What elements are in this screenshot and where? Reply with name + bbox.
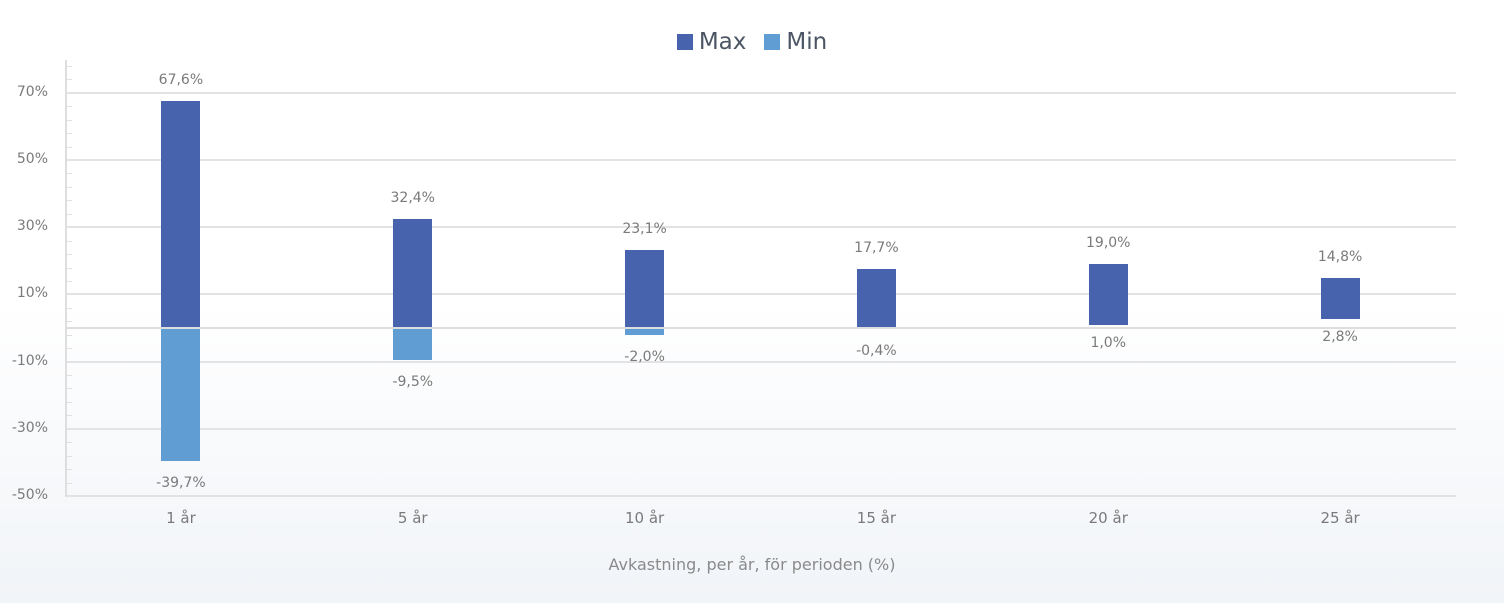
chart-legend: Max Min bbox=[0, 29, 1504, 55]
data-label-max: 17,7% bbox=[854, 239, 899, 256]
y-minor-tick bbox=[67, 241, 72, 242]
x-tick-label: 1 år bbox=[166, 509, 196, 527]
y-axis-line bbox=[65, 60, 67, 497]
bar-min bbox=[625, 328, 665, 335]
gridline bbox=[67, 361, 1456, 363]
bar-min bbox=[161, 328, 201, 462]
y-minor-tick bbox=[67, 66, 72, 67]
y-minor-tick bbox=[67, 469, 72, 470]
y-minor-tick bbox=[67, 442, 72, 443]
gridline bbox=[67, 293, 1456, 295]
data-label-min: -9,5% bbox=[392, 373, 434, 390]
legend-swatch-min bbox=[764, 34, 781, 50]
y-minor-tick bbox=[67, 375, 72, 376]
y-minor-tick bbox=[67, 214, 72, 215]
data-label-min: -2,0% bbox=[624, 348, 665, 365]
data-label-max: 19,0% bbox=[1086, 235, 1131, 252]
y-tick-label: -50% bbox=[11, 487, 48, 503]
data-label-max: 67,6% bbox=[158, 71, 204, 88]
zero-line bbox=[67, 327, 1456, 329]
bar-max bbox=[393, 219, 433, 328]
y-minor-tick bbox=[67, 402, 72, 403]
y-minor-tick bbox=[67, 187, 72, 188]
legend-label-min: Min bbox=[786, 29, 828, 55]
y-minor-tick bbox=[67, 106, 72, 107]
y-tick-label: -10% bbox=[11, 353, 48, 369]
bar-max bbox=[625, 250, 665, 328]
y-minor-tick bbox=[67, 415, 72, 416]
y-minor-tick bbox=[67, 335, 72, 336]
y-minor-tick bbox=[67, 200, 72, 201]
y-minor-tick bbox=[67, 388, 72, 389]
gridline bbox=[67, 159, 1456, 161]
bar-max bbox=[1320, 278, 1360, 319]
data-label-max: 32,4% bbox=[390, 190, 435, 207]
bar-max bbox=[161, 100, 201, 328]
gridline bbox=[67, 495, 1456, 497]
data-label-min: 2,8% bbox=[1322, 328, 1358, 345]
y-minor-tick bbox=[67, 120, 72, 121]
y-minor-tick bbox=[67, 308, 72, 309]
y-minor-tick bbox=[67, 254, 72, 255]
y-minor-tick bbox=[67, 348, 72, 349]
legend-swatch-max bbox=[676, 34, 693, 50]
y-minor-tick bbox=[67, 483, 72, 484]
y-tick-label: 50% bbox=[16, 151, 48, 167]
data-label-min: 1,0% bbox=[1090, 334, 1127, 351]
y-minor-tick bbox=[67, 321, 72, 322]
bar-max bbox=[1088, 264, 1128, 325]
y-minor-tick bbox=[67, 281, 72, 282]
data-label-max: 14,8% bbox=[1317, 249, 1363, 266]
x-tick-label: 20 år bbox=[1088, 509, 1128, 527]
x-tick-label: 5 år bbox=[397, 509, 428, 527]
bar-max bbox=[856, 268, 896, 328]
y-tick-label: -30% bbox=[11, 420, 48, 436]
data-label-min: -39,7% bbox=[156, 475, 206, 492]
legend-label-max: Max bbox=[698, 29, 747, 55]
y-tick-label: 70% bbox=[16, 84, 48, 100]
y-minor-tick bbox=[67, 268, 72, 269]
y-tick-label: 10% bbox=[16, 285, 48, 301]
y-minor-tick bbox=[67, 79, 72, 80]
data-label-min: -0,4% bbox=[856, 343, 897, 360]
x-tick-label: 10 år bbox=[624, 509, 665, 527]
y-minor-tick bbox=[67, 147, 72, 148]
y-minor-tick bbox=[67, 173, 72, 174]
legend-item-max[interactable]: Max bbox=[676, 29, 747, 55]
x-tick-label: 25 år bbox=[1320, 509, 1360, 527]
x-tick-label: 15 år bbox=[856, 509, 897, 527]
gridline bbox=[67, 92, 1456, 94]
y-tick-label: 30% bbox=[16, 218, 48, 234]
bar-min bbox=[393, 328, 433, 360]
x-axis-title: Avkastning, per år, för perioden (%) bbox=[608, 555, 896, 574]
data-label-max: 23,1% bbox=[622, 221, 667, 238]
gridline bbox=[67, 226, 1456, 228]
legend-item-min[interactable]: Min bbox=[764, 29, 827, 55]
gridline bbox=[67, 428, 1456, 430]
y-minor-tick bbox=[67, 456, 72, 457]
y-minor-tick bbox=[67, 133, 72, 134]
